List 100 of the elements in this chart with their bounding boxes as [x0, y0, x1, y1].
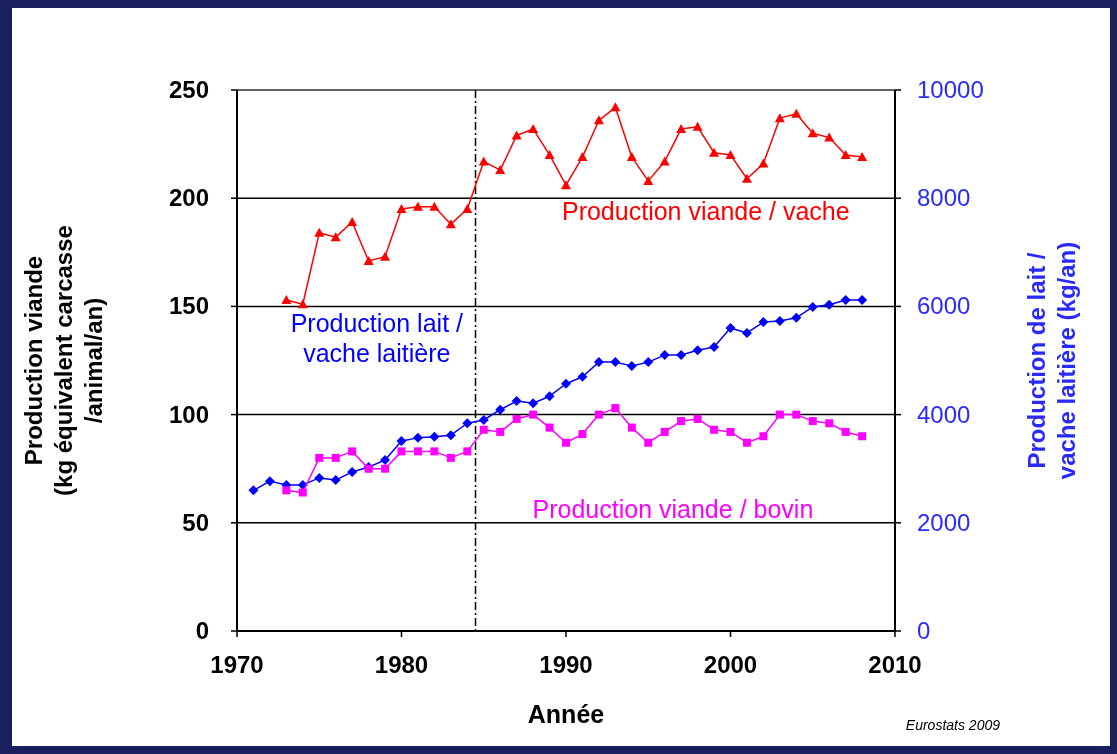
point [445, 219, 456, 229]
point [330, 475, 341, 486]
point [511, 396, 522, 407]
point [676, 123, 687, 133]
point [725, 323, 736, 334]
point [775, 410, 784, 419]
point [282, 486, 291, 495]
point [396, 204, 407, 214]
x-tick-label: 1980 [374, 651, 429, 678]
y2-tick-label: 4000 [917, 400, 971, 428]
x-tick-label: 1970 [210, 651, 264, 678]
point [397, 447, 406, 456]
point [643, 357, 654, 368]
point [412, 201, 423, 211]
point [463, 447, 472, 456]
point [396, 436, 407, 447]
point [611, 404, 620, 413]
point [759, 432, 768, 441]
point [791, 108, 802, 118]
point [692, 121, 703, 131]
y2-tick-label: 10000 [917, 76, 984, 103]
y2-axis-title: Production de lait / vache laitière (kg/an) [1023, 241, 1080, 480]
point [512, 414, 521, 423]
point [626, 360, 637, 371]
point [676, 350, 687, 361]
point [495, 404, 506, 415]
y2-tick-label: 8000 [917, 184, 971, 212]
point [281, 294, 292, 304]
point [478, 156, 489, 166]
point [841, 427, 850, 436]
point [331, 453, 340, 462]
text: Production lait / vache laitière [290, 309, 464, 368]
point [429, 201, 440, 211]
point [445, 430, 456, 441]
point [446, 453, 455, 462]
point [381, 464, 390, 473]
point [561, 378, 571, 389]
point [692, 345, 703, 356]
point [347, 217, 358, 226]
y2-tick-label: 6000 [917, 292, 971, 320]
point [710, 425, 719, 434]
point [741, 173, 752, 183]
point [347, 466, 358, 477]
point [462, 418, 473, 429]
point [544, 391, 555, 402]
point [808, 417, 817, 426]
point [314, 227, 325, 237]
y2-tick-label: 0 [917, 617, 931, 644]
text: Production viande / bovin [532, 495, 814, 524]
point [791, 312, 802, 323]
point [709, 147, 720, 157]
x-tick-label: 2000 [703, 651, 758, 678]
point [858, 432, 867, 441]
point [412, 432, 423, 443]
point [544, 149, 555, 159]
point [264, 476, 275, 487]
point [462, 204, 473, 214]
y-axis-title: Production viande (kg équivalent carcasse /animal/an) [20, 225, 107, 496]
point [840, 149, 851, 159]
point [594, 410, 603, 419]
point [774, 316, 785, 327]
y-tick-label: 100 [168, 400, 209, 428]
y2-tick-label: 2000 [917, 508, 971, 536]
point [330, 232, 341, 242]
point [644, 438, 653, 447]
point [857, 294, 868, 305]
point [348, 447, 357, 456]
point [496, 427, 505, 436]
point [659, 156, 670, 166]
point [314, 472, 325, 483]
point [758, 317, 769, 328]
point [562, 438, 570, 447]
point [840, 294, 851, 305]
point [758, 158, 769, 168]
point [659, 350, 670, 361]
point [774, 113, 785, 123]
point [561, 180, 571, 190]
point [741, 327, 752, 338]
point [529, 410, 538, 419]
point [593, 115, 604, 125]
point [545, 423, 554, 432]
point [528, 398, 539, 409]
point [511, 130, 522, 140]
point [709, 341, 720, 352]
point [479, 425, 488, 434]
point [495, 165, 506, 175]
point [593, 357, 604, 368]
point [627, 423, 636, 432]
point [726, 427, 735, 436]
point [380, 455, 391, 466]
point [610, 357, 621, 368]
x-tick-label: 2010 [868, 651, 922, 678]
point [792, 410, 801, 419]
point [857, 152, 868, 162]
point [315, 453, 324, 462]
point [298, 488, 307, 497]
point [430, 447, 439, 456]
x-axis-title: Année [527, 700, 605, 728]
point [610, 102, 621, 112]
point [742, 438, 751, 447]
